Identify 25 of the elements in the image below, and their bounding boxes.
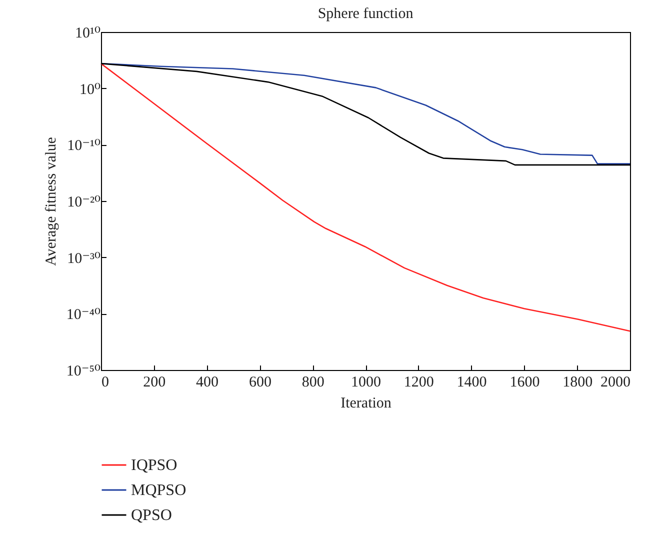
x-tick-label: 600 [248, 374, 272, 390]
x-tick-label: 800 [302, 374, 324, 390]
x-tick-label: 1200 [404, 374, 434, 390]
x-tick-label: 1600 [510, 374, 540, 390]
x-tick-label: 1000 [351, 374, 381, 390]
x-axis-title: Iteration [340, 396, 392, 412]
x-tick-label: 0 [102, 374, 109, 390]
y-tick-label: 10⁻¹⁰ [67, 138, 100, 154]
y-tick-label: 10⁰ [79, 82, 100, 98]
x-tick-label: 1400 [456, 374, 487, 390]
y-tick-label: 10⁻³⁰ [67, 250, 100, 267]
chart-title: Sphere function [318, 6, 414, 22]
y-tick-label: 10⁻⁴⁰ [66, 307, 100, 324]
legend-label: MQPSO [131, 482, 186, 499]
legend-label: IQPSO [131, 457, 178, 474]
y-axis-title: Average fitness value [43, 136, 60, 266]
y-tick-label: 10⁻⁵⁰ [66, 364, 100, 380]
legend-label: QPSO [131, 507, 172, 524]
x-tick-label: 400 [196, 374, 219, 390]
x-tick-label: 200 [143, 374, 166, 390]
y-tick-label: 10¹⁰ [74, 26, 100, 42]
x-tick-label: 2000 [600, 374, 630, 390]
line-series [100, 62, 631, 332]
y-tick-label: 10⁻²⁰ [67, 194, 100, 210]
x-tick-label: 1800 [562, 374, 593, 390]
